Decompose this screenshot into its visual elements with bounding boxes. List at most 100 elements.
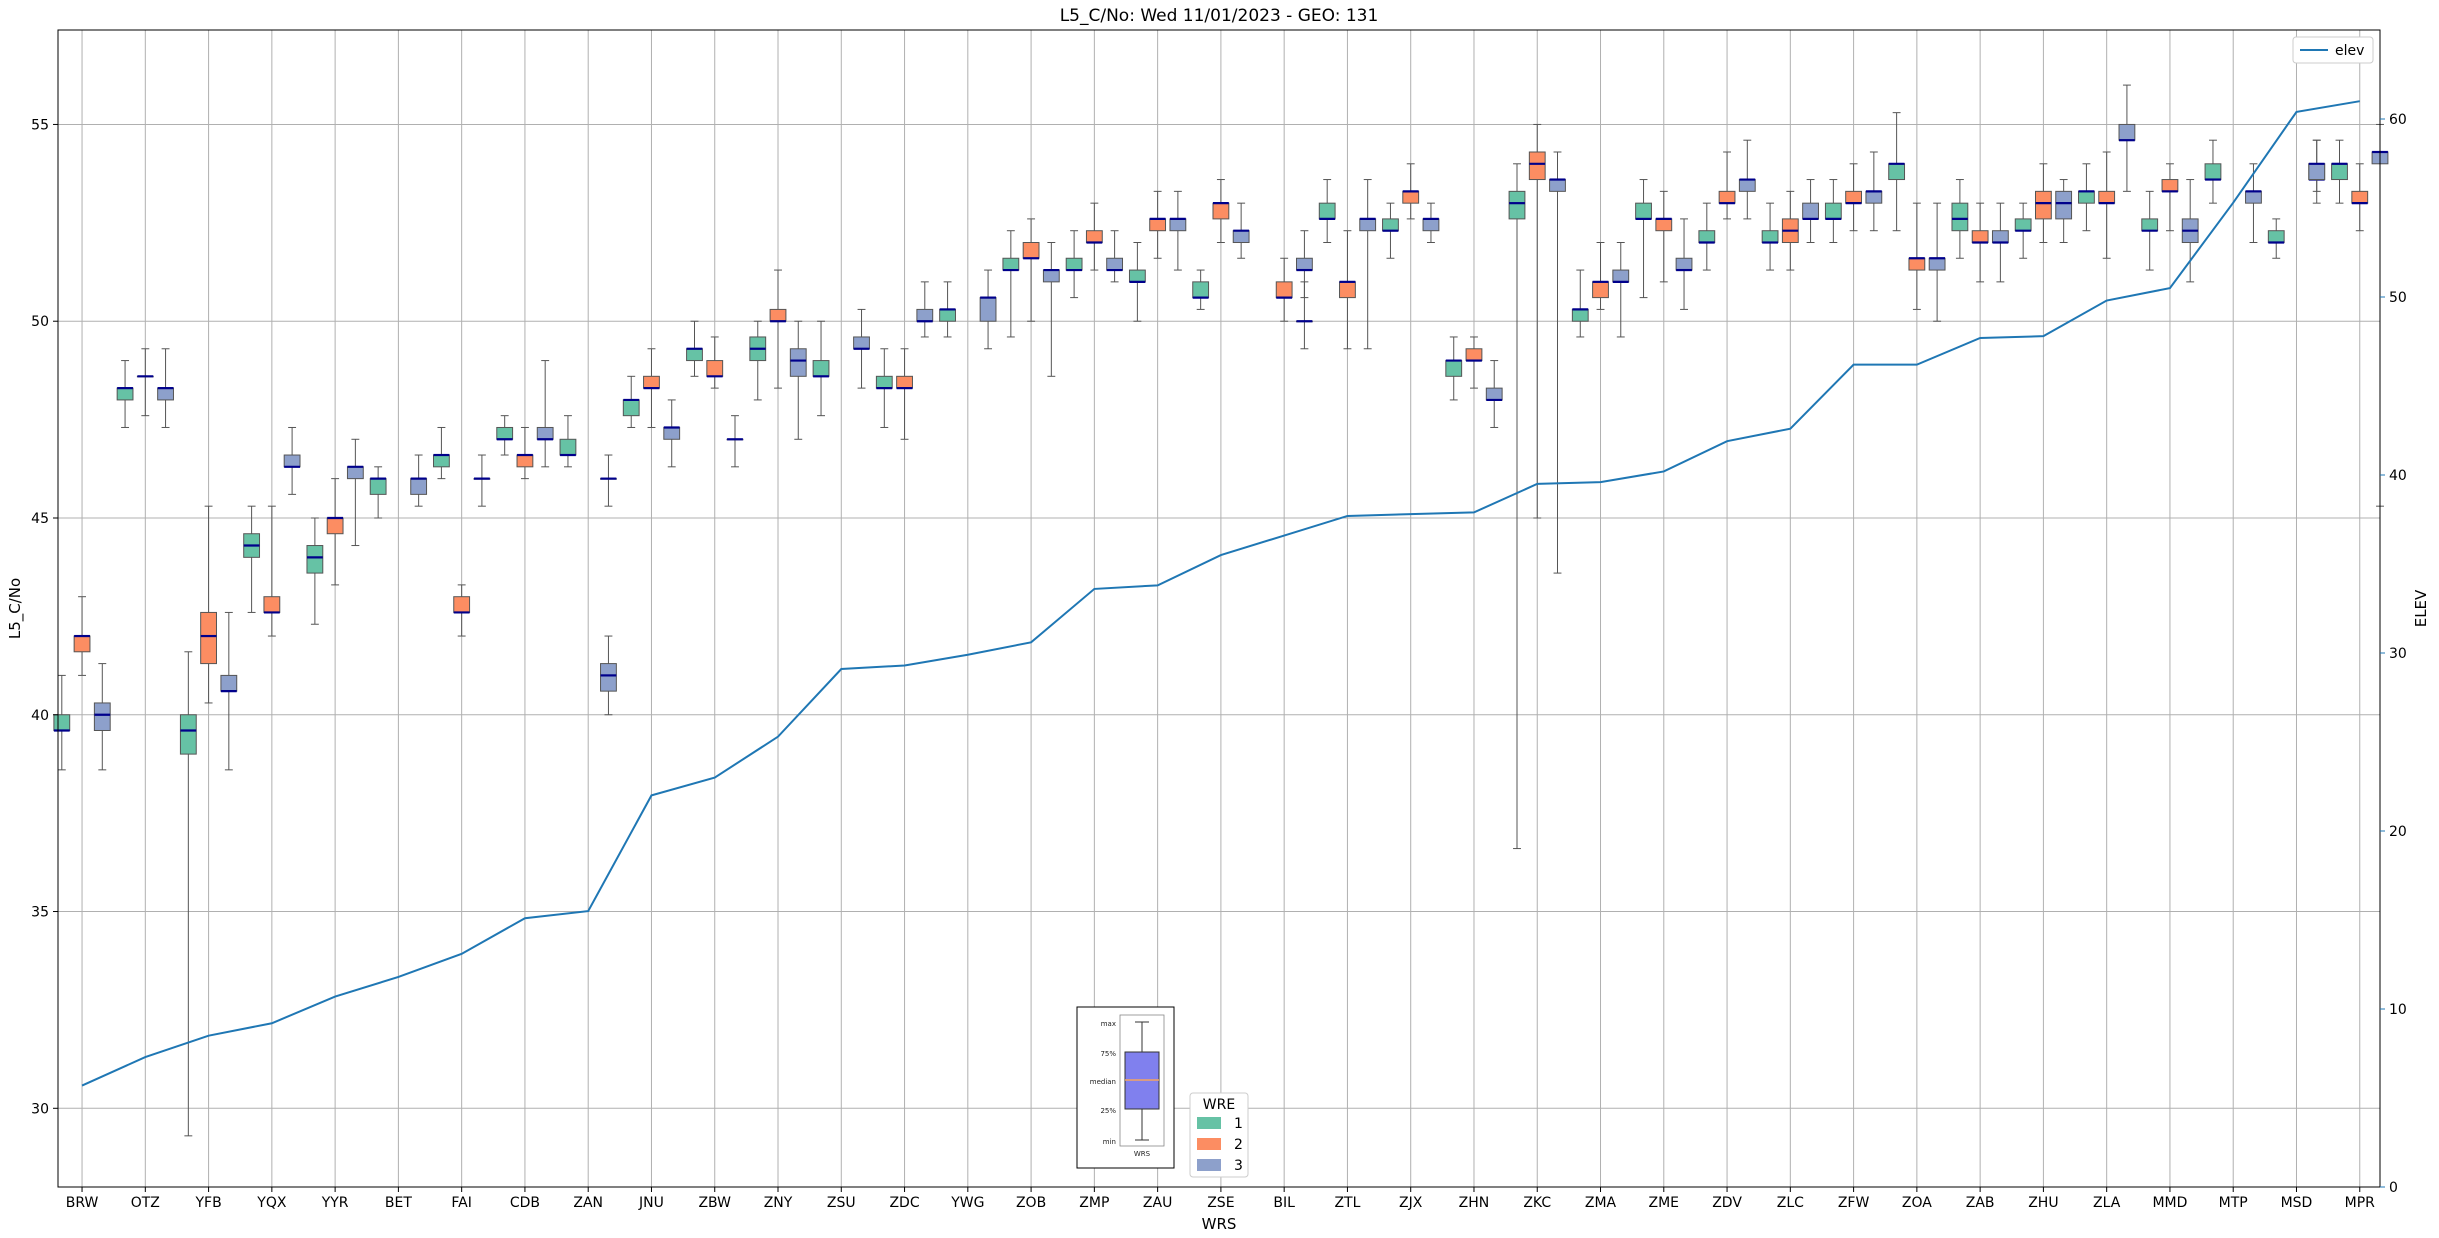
x-tick-label: YQX: [256, 1195, 287, 1211]
box-ZOA-2: [1908, 202, 1926, 310]
box-iqr: [2098, 190, 2116, 204]
x-tick-label: ZOB: [1016, 1195, 1046, 1211]
box-iqr: [200, 611, 217, 665]
box-BRW-1: [53, 674, 71, 771]
box-iqr: [1296, 257, 1313, 271]
x-tick-label: ZBW: [698, 1195, 731, 1211]
x-tick-label: ZMP: [1079, 1195, 1109, 1211]
box-iqr: [979, 297, 997, 322]
y-tick-label: 50: [31, 314, 49, 330]
box-iqr: [2245, 190, 2262, 204]
box-ZAB-2: [1971, 202, 1989, 283]
box-iqr: [1042, 269, 1060, 283]
legend-swatch: [1197, 1138, 1221, 1150]
x-tick-label: YFB: [194, 1195, 221, 1211]
box-ZBW-2: [706, 336, 724, 389]
box-ZFW-3: [1865, 151, 1883, 232]
key-label: 25%: [1100, 1107, 1116, 1115]
legend-series-label: 1: [1234, 1116, 1243, 1132]
box-ZSE-3: [1232, 202, 1250, 259]
box-ZTL-2: [1339, 230, 1356, 350]
box-iqr: [2161, 179, 2179, 192]
box-iqr: [453, 596, 471, 613]
box-ZLA-2: [2098, 151, 2116, 259]
box-iqr: [686, 348, 703, 362]
box-iqr: [1149, 218, 1167, 232]
box-iqr: [516, 454, 534, 468]
x-tick-label: ZME: [1649, 1195, 1680, 1211]
box-ZAU-2: [1149, 190, 1167, 259]
box-ZKC-1: [1508, 163, 1526, 850]
box-BRW-2: [73, 596, 91, 676]
box-iqr: [1192, 281, 1210, 299]
box-ZSE-2: [1212, 179, 1230, 244]
box-FAI-2: [453, 584, 471, 637]
box-ZLA-1: [2078, 163, 2095, 232]
box-iqr: [496, 426, 514, 440]
box-iqr: [179, 714, 197, 755]
key-caption: WRS: [1134, 1150, 1151, 1158]
x-tick-label: ZDV: [1712, 1195, 1742, 1211]
box-iqr: [1022, 242, 1040, 259]
x-tick-label: ZAU: [1143, 1195, 1172, 1211]
box-ZKC-2: [1528, 123, 1546, 519]
x-tick-label: ZJX: [1399, 1195, 1423, 1211]
box-ZSU-3: [853, 308, 870, 389]
box-ZJX-1: [1382, 202, 1399, 259]
box-JNU-3: [663, 399, 681, 468]
box-YYR-3: [346, 438, 364, 547]
plot-frame: [57, 29, 2381, 1188]
box-iqr: [1592, 281, 1609, 299]
box-iqr: [1908, 257, 1926, 271]
box-iqr: [220, 674, 238, 692]
box-ZOB-3: [1042, 242, 1060, 377]
box-iqr: [1635, 202, 1652, 220]
box-ZDC-2: [896, 348, 913, 440]
box-YWG-3: [979, 269, 997, 350]
key-label: min: [1103, 1138, 1116, 1146]
box-ZOA-3: [1928, 202, 1946, 322]
box-iqr: [1169, 218, 1187, 232]
legend-series-label: 2: [1234, 1137, 1243, 1153]
x-tick-label: BIL: [1273, 1195, 1295, 1211]
box-ZLA-3: [2118, 84, 2136, 192]
y-right-tick-label: 20: [2389, 824, 2407, 840]
box-ZHU-1: [2014, 202, 2032, 259]
box-iqr: [2014, 218, 2032, 232]
box-MMD-2: [2161, 163, 2179, 232]
elev-line: [81, 100, 2360, 1087]
box-iqr: [1106, 257, 1124, 271]
box-ZNY-3: [789, 320, 807, 440]
box-iqr: [1359, 218, 1377, 232]
box-iqr: [1465, 348, 1483, 362]
box-CDB-3: [536, 360, 554, 468]
box-iqr: [1508, 190, 1526, 220]
box-OTZ-1: [116, 360, 134, 428]
box-ZFW-2: [1845, 163, 1863, 232]
y-right-tick-label: 60: [2389, 112, 2407, 128]
box-iqr: [769, 308, 787, 322]
y-right-tick-label: 40: [2389, 468, 2407, 484]
box-iqr: [1065, 257, 1083, 271]
box-iqr: [1675, 257, 1693, 271]
legend-frame: [2292, 36, 2374, 64]
x-tick-label: ZAN: [573, 1195, 603, 1211]
box-FAI-3: [473, 454, 491, 507]
box-JNU-1: [622, 375, 640, 428]
box-OTZ-2: [136, 348, 154, 417]
box-iqr: [1128, 269, 1146, 283]
box-ZAN-3: [600, 635, 617, 716]
box-CDB-2: [516, 426, 534, 480]
x-tick-label: MMD: [2152, 1195, 2187, 1211]
box-iqr: [116, 387, 134, 401]
box-ZKC-3: [1549, 151, 1566, 574]
box-ZSU-1: [812, 320, 830, 417]
x-tick-label: BRW: [66, 1195, 99, 1211]
key-label: 75%: [1100, 1050, 1116, 1058]
chart-title: L5_C/No: Wed 11/01/2023 - GEO: 131: [1060, 6, 1379, 26]
legend-wre-title: WRE: [1203, 1097, 1235, 1113]
box-iqr: [2351, 190, 2369, 204]
box-iqr: [346, 466, 364, 480]
box-ZNY-2: [769, 269, 787, 389]
box-iqr: [1382, 218, 1399, 232]
